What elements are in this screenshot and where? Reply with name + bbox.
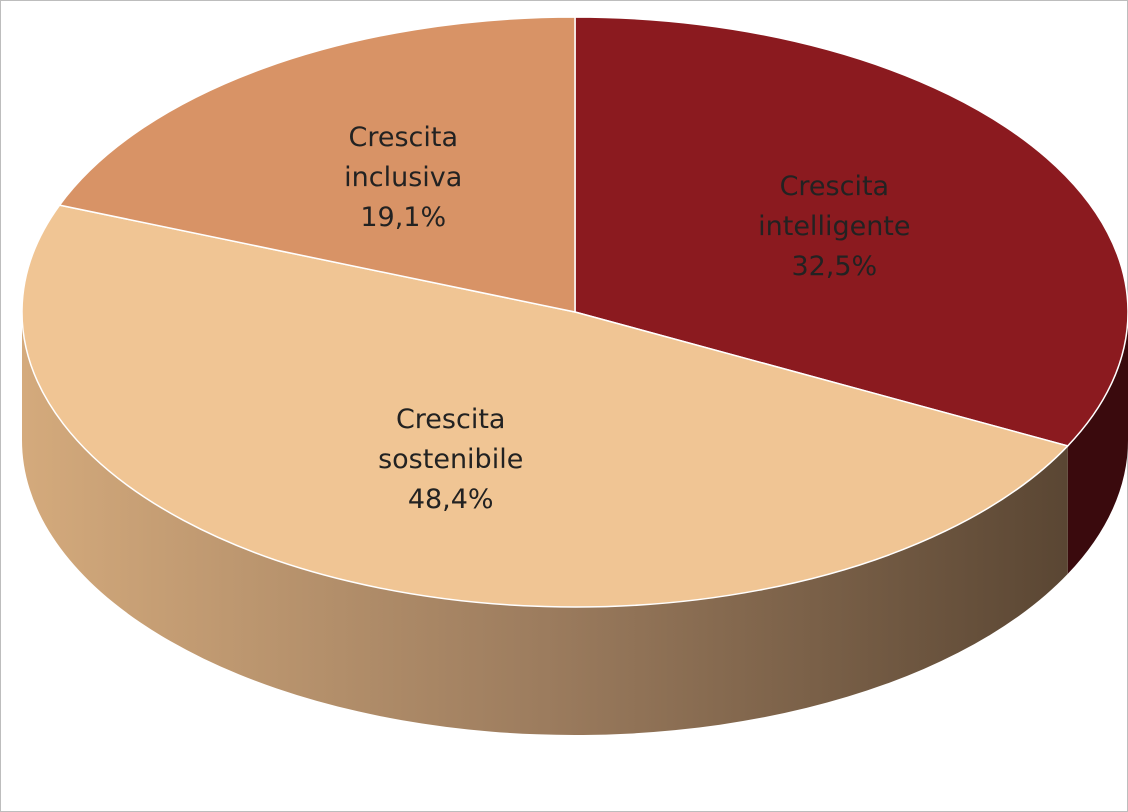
slice — [21, 204, 1070, 608]
data-label: Crescita intelligente 32,5% — [734, 167, 934, 287]
slice-name: Crescita intelligente — [758, 171, 911, 243]
slice — [574, 16, 1128, 447]
slice-name: Crescita sostenibile — [378, 404, 524, 476]
slice-side — [22, 312, 1068, 735]
slice-value: 48,4% — [407, 484, 494, 516]
slice-side — [1067, 312, 1128, 574]
slice-value: 32,5% — [791, 251, 878, 283]
slice-value: 19,1% — [360, 202, 447, 234]
slice-name: Crescita inclusiva — [344, 122, 463, 194]
slice — [58, 16, 576, 313]
data-label: Crescita inclusiva 19,1% — [303, 118, 503, 238]
data-label: Crescita sostenibile 48,4% — [351, 400, 551, 520]
